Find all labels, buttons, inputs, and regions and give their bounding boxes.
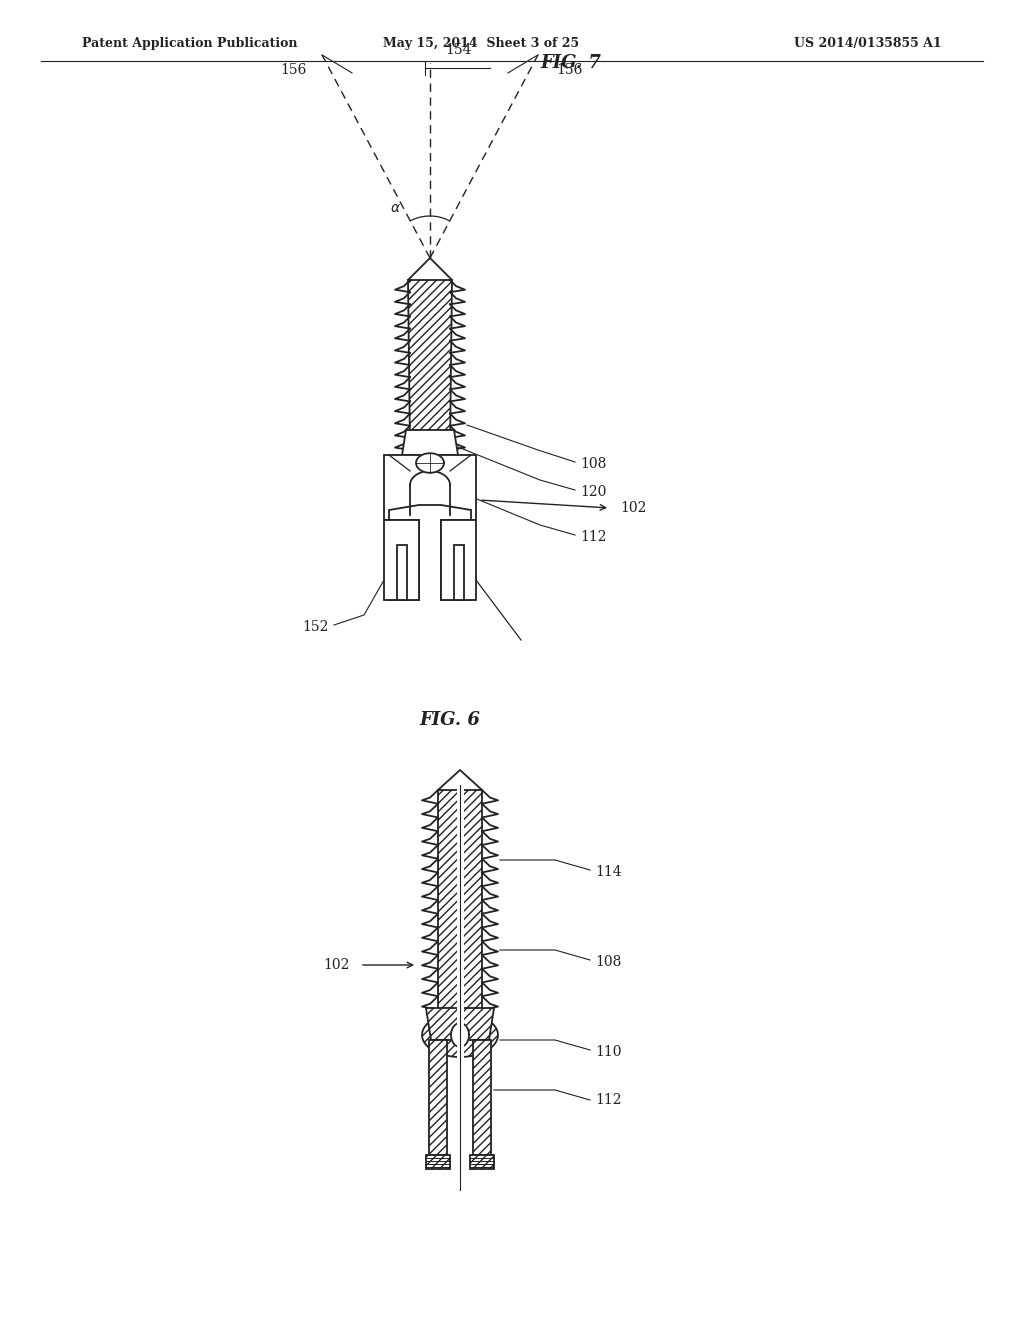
Polygon shape: [402, 430, 458, 455]
Polygon shape: [426, 1008, 494, 1040]
Text: 108: 108: [595, 954, 622, 969]
Polygon shape: [384, 520, 419, 601]
Polygon shape: [396, 545, 407, 601]
Polygon shape: [470, 1155, 494, 1170]
Text: 156: 156: [556, 63, 583, 77]
Polygon shape: [416, 453, 444, 473]
Text: 152: 152: [303, 620, 329, 634]
Text: Patent Application Publication: Patent Application Publication: [82, 37, 297, 50]
Text: 154: 154: [445, 42, 471, 57]
Text: FIG. 7: FIG. 7: [540, 54, 601, 71]
Text: 102: 102: [620, 502, 646, 515]
Text: 156: 156: [281, 63, 307, 77]
Text: 108: 108: [580, 457, 606, 471]
Polygon shape: [473, 1040, 490, 1155]
Polygon shape: [441, 520, 476, 601]
Polygon shape: [384, 455, 476, 601]
Text: FIG. 6: FIG. 6: [420, 711, 480, 729]
Text: US 2014/0135855 A1: US 2014/0135855 A1: [795, 37, 942, 50]
Text: $\alpha$: $\alpha$: [389, 201, 400, 215]
Text: 110: 110: [595, 1045, 622, 1059]
Polygon shape: [451, 1023, 469, 1047]
Text: 114: 114: [595, 865, 622, 879]
Polygon shape: [438, 789, 482, 1010]
Polygon shape: [426, 1155, 450, 1170]
Polygon shape: [422, 1012, 498, 1057]
Polygon shape: [429, 1040, 447, 1155]
Text: 112: 112: [580, 531, 606, 544]
Text: May 15, 2014  Sheet 3 of 25: May 15, 2014 Sheet 3 of 25: [383, 37, 580, 50]
Text: 102: 102: [324, 958, 350, 972]
Text: 120: 120: [580, 484, 606, 499]
Polygon shape: [408, 280, 452, 450]
Text: 112: 112: [595, 1093, 622, 1107]
Polygon shape: [454, 545, 464, 601]
